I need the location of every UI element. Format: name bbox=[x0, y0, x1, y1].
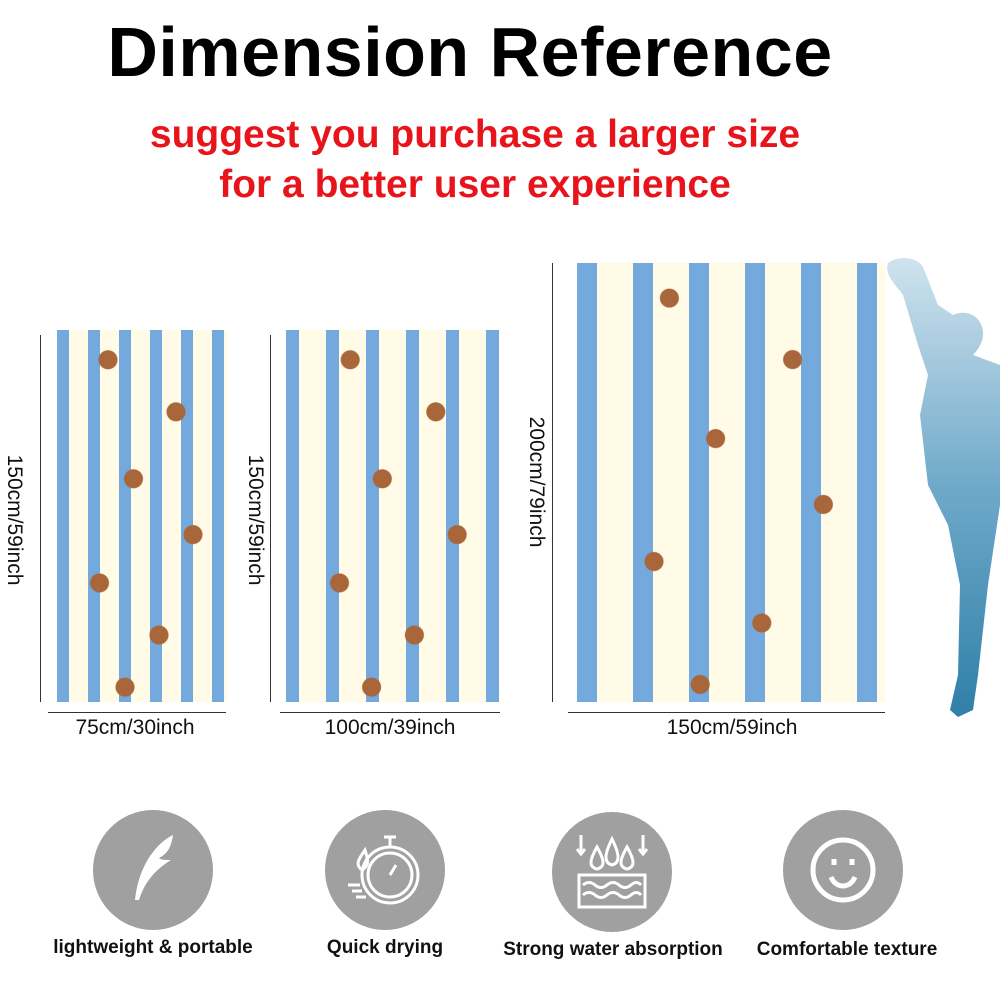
width-label: 150cm/59inch bbox=[666, 716, 798, 739]
stopwatch-drop-icon bbox=[348, 835, 420, 905]
width-arrow bbox=[280, 712, 500, 713]
feature-lightweight bbox=[93, 810, 213, 930]
feature-label: Strong water absorption bbox=[503, 939, 723, 960]
width-arrow bbox=[48, 712, 226, 713]
width-label: 100cm/39inch bbox=[324, 716, 456, 739]
feature-comfortable bbox=[783, 810, 903, 930]
feature-label: lightweight & portable bbox=[53, 937, 253, 958]
towel-medium-image bbox=[286, 330, 500, 702]
width-arrow bbox=[568, 712, 885, 713]
feature-label: Comfortable texture bbox=[756, 939, 938, 960]
person-silhouette-icon bbox=[887, 258, 1000, 717]
height-arrow bbox=[40, 335, 41, 702]
height-arrow bbox=[552, 263, 553, 702]
feature-label: Quick drying bbox=[326, 937, 444, 958]
height-label: 150cm/59inch bbox=[3, 454, 26, 586]
water-absorption-icon bbox=[575, 835, 649, 909]
feature-water-absorption bbox=[552, 812, 672, 932]
width-label: 75cm/30inch bbox=[75, 716, 195, 739]
height-arrow bbox=[270, 335, 271, 702]
feather-icon bbox=[135, 835, 173, 900]
smiley-face-icon bbox=[810, 837, 876, 903]
subtitle-line-1: suggest you purchase a larger size bbox=[149, 113, 801, 156]
feature-quick-drying bbox=[325, 810, 445, 930]
page-title: Dimension Reference bbox=[107, 13, 833, 91]
subtitle-line-2: for a better user experience bbox=[219, 163, 731, 206]
towel-large-image bbox=[577, 263, 885, 702]
towel-small-image bbox=[57, 330, 227, 702]
height-label: 200cm/79inch bbox=[525, 416, 548, 548]
height-label: 150cm/59inch bbox=[244, 454, 267, 586]
